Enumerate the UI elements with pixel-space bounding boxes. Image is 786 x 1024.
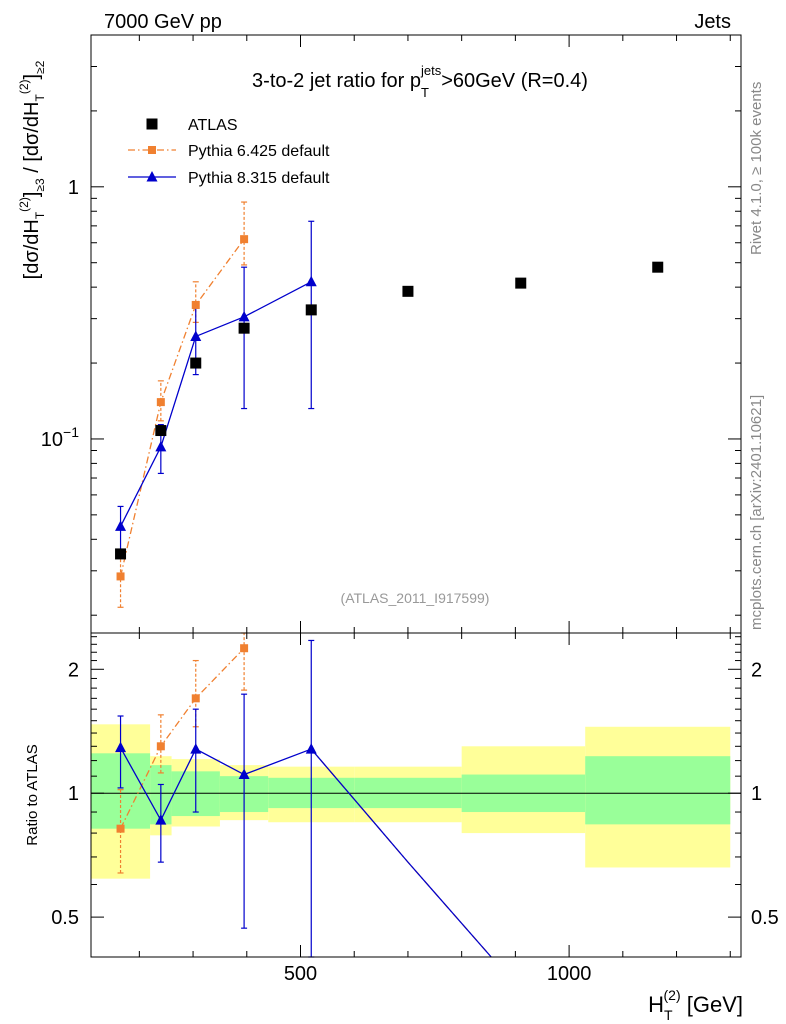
main-y-tick-label: 1 bbox=[68, 177, 79, 199]
rivet-version-label: Rivet 4.1.0, ≥ 100k events bbox=[748, 82, 765, 255]
main-y-axis-label: [dσ/dHT(2)]≥3 / [dσ/dHT(2)]≥2 bbox=[17, 60, 47, 279]
atlas-point bbox=[515, 277, 527, 289]
atlas-point bbox=[305, 304, 317, 316]
ratio-y-tick-label-right: 0.5 bbox=[751, 907, 779, 929]
ratio-y-tick-label-left: 2 bbox=[68, 659, 79, 681]
pythia6-ratio-point bbox=[240, 644, 249, 653]
pythia6-ratio-point bbox=[116, 824, 125, 833]
ratio-y-axis-label: Ratio to ATLAS bbox=[24, 744, 41, 845]
ratio-y-tick-label-right: 2 bbox=[751, 659, 762, 681]
legend-entry-label: Pythia 8.315 default bbox=[188, 170, 330, 187]
ratio-y-tick-label-right: 1 bbox=[751, 783, 762, 805]
ratio-y-tick-label-left: 0.5 bbox=[51, 907, 79, 929]
collision-label: 7000 GeV pp bbox=[104, 11, 222, 33]
x-tick-label: 500 bbox=[284, 963, 317, 985]
pythia8-main-line bbox=[119, 281, 312, 527]
x-axis-label: HT(2) [GeV] bbox=[648, 987, 743, 1023]
pythia8-point bbox=[238, 310, 250, 322]
atlas-point bbox=[115, 548, 127, 560]
analysis-watermark: (ATLAS_2011_I917599) bbox=[341, 590, 490, 606]
pythia6-ratio-point bbox=[191, 694, 200, 703]
category-label: Jets bbox=[694, 11, 731, 33]
ratio-y-tick-label-left: 1 bbox=[68, 783, 79, 805]
pythia8-point bbox=[305, 275, 317, 287]
ratio-plot-frame bbox=[90, 632, 742, 958]
main-y-tick-label: 10−1 bbox=[41, 424, 79, 451]
mcplots-label: mcplots.cern.ch [arXiv:2401.10621] bbox=[748, 395, 765, 630]
pythia8-point bbox=[155, 440, 167, 452]
pythia8-point bbox=[115, 520, 127, 531]
legend-atlas-marker bbox=[146, 118, 158, 130]
chart-title: 3-to-2 jet ratio for pTjets>60GeV (R=0.4… bbox=[252, 63, 588, 100]
legend-pythia8-marker bbox=[146, 171, 158, 182]
atlas-point bbox=[190, 357, 202, 369]
pythia6-point bbox=[240, 235, 249, 244]
pythia8-point bbox=[190, 330, 202, 341]
pythia6-main-line bbox=[119, 238, 245, 577]
pythia8-ratio-point bbox=[238, 768, 250, 780]
atlas-point bbox=[402, 285, 414, 297]
pythia8-ratio-point bbox=[305, 743, 317, 754]
pythia6-ratio-point bbox=[156, 742, 165, 751]
pythia6-point bbox=[156, 398, 165, 407]
atlas-point bbox=[155, 425, 167, 437]
pythia6-point bbox=[116, 572, 125, 581]
pythia8-ratio-point bbox=[115, 741, 127, 753]
atlas-point bbox=[238, 322, 250, 334]
atlas-point bbox=[652, 261, 664, 273]
ratio-band-inner bbox=[585, 756, 731, 825]
pythia8-ratio-tail-line bbox=[310, 748, 492, 958]
legend-pythia6-marker bbox=[148, 146, 156, 154]
legend-entry-label: Pythia 6.425 default bbox=[188, 143, 330, 160]
pythia8-ratio-point bbox=[190, 743, 202, 754]
legend-entry-label: ATLAS bbox=[188, 117, 238, 134]
pythia6-ratio-line bbox=[119, 647, 245, 829]
x-tick-label: 1000 bbox=[547, 963, 592, 985]
pythia6-point bbox=[191, 300, 200, 309]
pythia8-ratio-point bbox=[155, 814, 167, 825]
